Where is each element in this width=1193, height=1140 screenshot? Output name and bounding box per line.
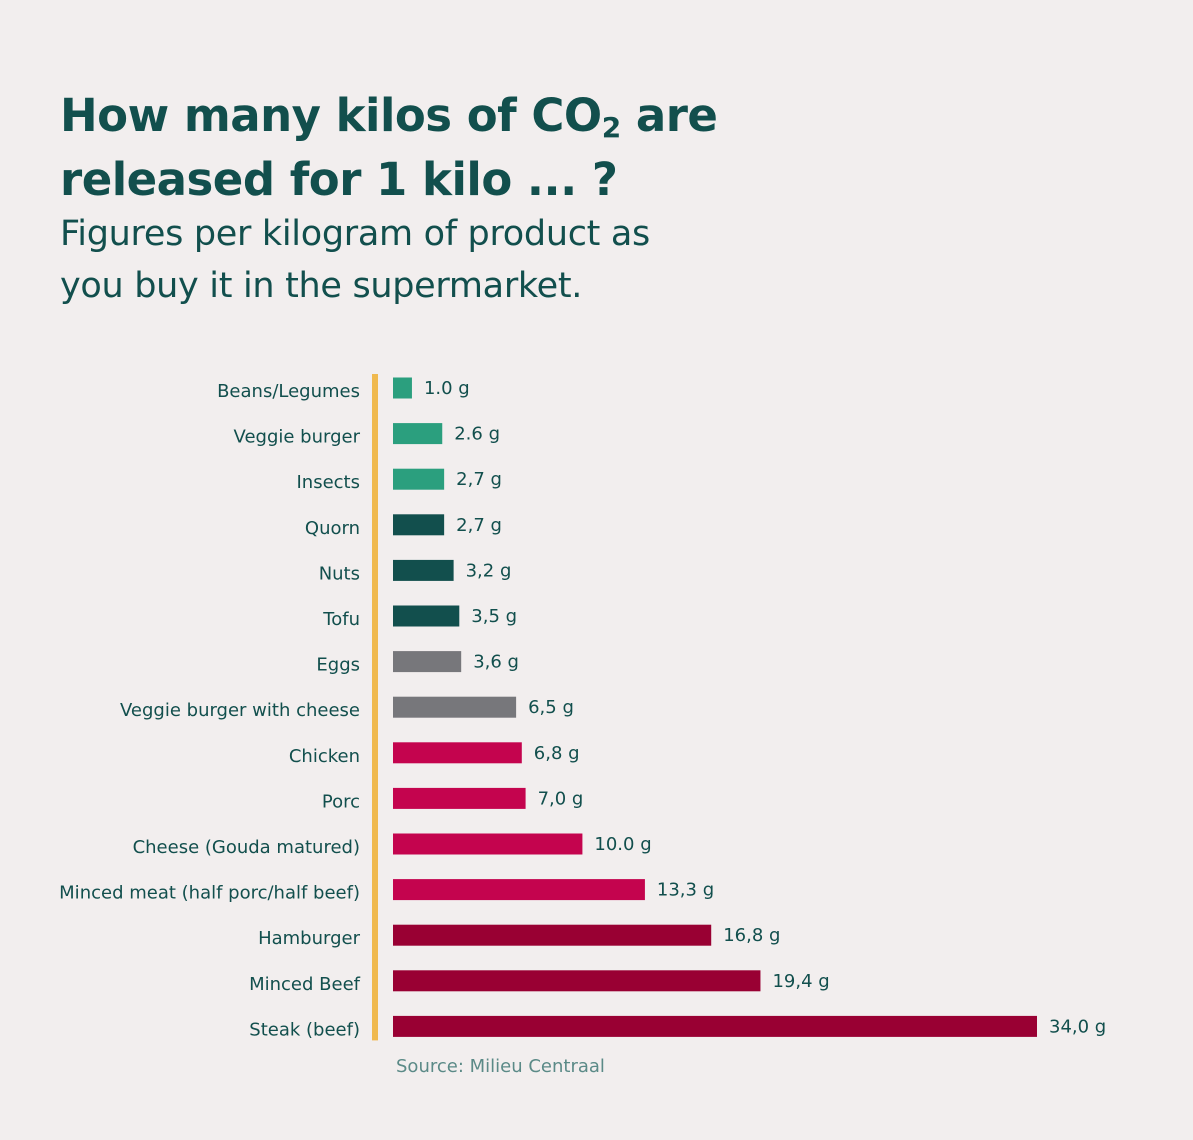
- bar: [393, 514, 445, 536]
- bar: [393, 833, 583, 855]
- chart-title: How many kilos of CO2 are released for 1 …: [60, 84, 820, 212]
- category-label: Eggs: [316, 655, 360, 676]
- category-label: Minced Beef: [249, 974, 361, 995]
- value-label: 2.6 g: [454, 424, 500, 445]
- chart-subtitle: Figures per kilogram of product as you bu…: [60, 208, 780, 312]
- value-label: 6,8 g: [534, 743, 580, 764]
- category-label: Cheese (Gouda matured): [133, 837, 360, 858]
- value-label: 19,4 g: [772, 971, 829, 992]
- subtitle-line2: you buy it in the supermarket.: [60, 266, 583, 306]
- bar: [393, 924, 712, 946]
- category-label: Quorn: [305, 518, 360, 539]
- value-label: 3,6 g: [473, 652, 519, 673]
- axis-line: [372, 374, 378, 1041]
- bar: [393, 970, 761, 992]
- bar: [393, 559, 454, 581]
- value-label: 34,0 g: [1049, 1016, 1106, 1037]
- value-label: 13,3 g: [657, 880, 714, 901]
- category-label: Veggie burger with cheese: [120, 700, 360, 721]
- value-label: 16,8 g: [723, 925, 780, 946]
- title-line2: released for 1 kilo ... ?: [60, 153, 618, 206]
- value-label: 3,2 g: [466, 560, 512, 581]
- bar: [393, 879, 645, 901]
- category-label: Chicken: [289, 746, 360, 767]
- bar: [393, 1015, 1037, 1037]
- title-line1-prefix: How many kilos of CO: [60, 89, 602, 142]
- value-label: 7,0 g: [538, 788, 584, 809]
- value-label: 1.0 g: [424, 378, 470, 399]
- category-label: Beans/Legumes: [217, 381, 360, 402]
- title-subscript: 2: [601, 111, 621, 144]
- bar: [393, 423, 443, 445]
- value-label: 2,7 g: [456, 515, 502, 536]
- bar: [393, 651, 462, 673]
- bar: [393, 468, 445, 490]
- value-label: 2,7 g: [456, 469, 502, 490]
- bar: [393, 742, 522, 764]
- bar: [393, 605, 460, 627]
- source-note: Source: Milieu Centraal: [396, 1056, 605, 1077]
- bar: [393, 696, 517, 718]
- category-label: Tofu: [322, 609, 360, 630]
- value-label: 6,5 g: [528, 697, 574, 718]
- category-label: Minced meat (half porc/half beef): [59, 883, 360, 904]
- value-label: 10.0 g: [594, 834, 651, 855]
- subtitle-line1: Figures per kilogram of product as: [60, 214, 650, 254]
- bar: [393, 377, 412, 399]
- title-line1-suffix: are: [620, 89, 718, 142]
- category-label: Porc: [322, 791, 360, 812]
- category-label: Veggie burger: [234, 427, 361, 448]
- value-label: 3,5 g: [471, 606, 517, 627]
- category-label: Insects: [296, 472, 360, 493]
- category-label: Steak (beef): [249, 1019, 360, 1040]
- category-label: Hamburger: [258, 928, 361, 949]
- bar: [393, 787, 526, 809]
- category-label: Nuts: [319, 563, 360, 584]
